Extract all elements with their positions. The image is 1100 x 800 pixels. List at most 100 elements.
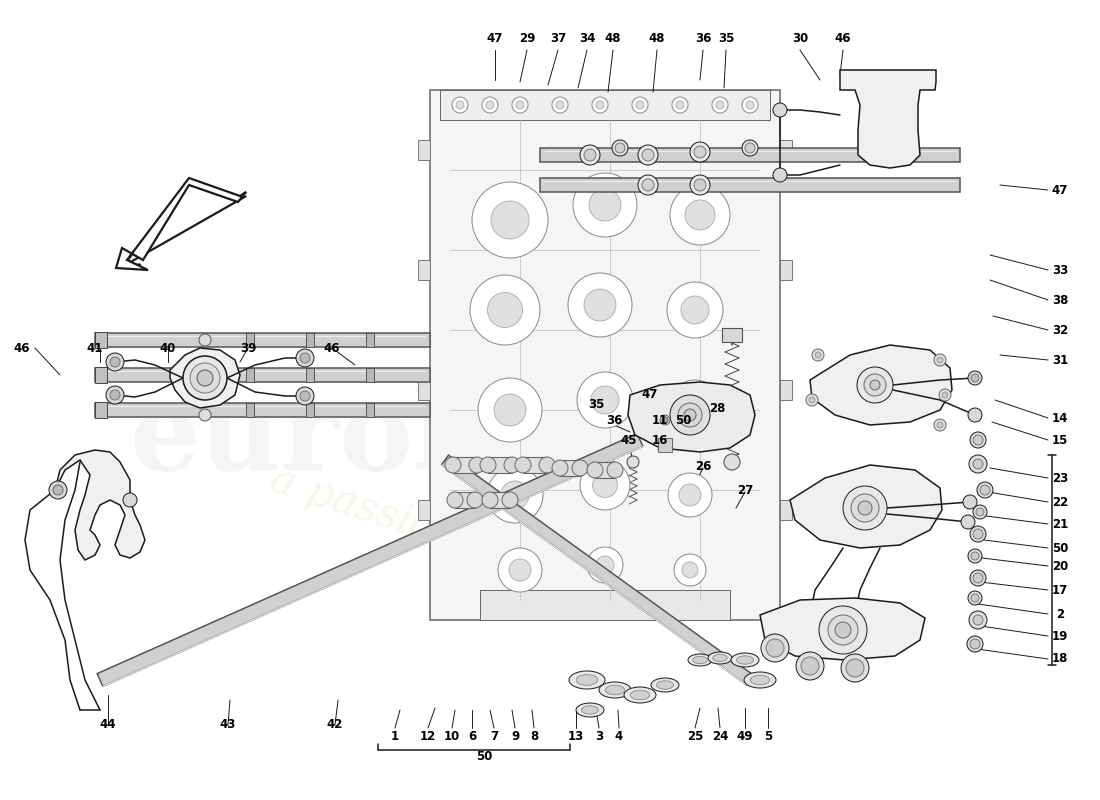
Text: 36: 36: [606, 414, 623, 426]
Circle shape: [573, 173, 637, 237]
Text: 34: 34: [579, 31, 595, 45]
Circle shape: [638, 145, 658, 165]
Text: 8: 8: [530, 730, 538, 742]
Text: 9: 9: [510, 730, 519, 742]
Circle shape: [662, 417, 668, 423]
Text: 18: 18: [1052, 653, 1068, 666]
Text: 40: 40: [160, 342, 176, 354]
Circle shape: [452, 97, 468, 113]
Text: 25: 25: [686, 730, 703, 742]
Circle shape: [498, 548, 542, 592]
Circle shape: [974, 573, 983, 583]
Ellipse shape: [744, 672, 775, 688]
Circle shape: [761, 634, 789, 662]
Circle shape: [969, 455, 987, 473]
Circle shape: [674, 554, 706, 586]
Circle shape: [667, 282, 723, 338]
Circle shape: [123, 493, 138, 507]
Polygon shape: [722, 328, 742, 342]
Bar: [306, 368, 313, 382]
Ellipse shape: [750, 675, 770, 685]
Text: 44: 44: [100, 718, 117, 731]
Circle shape: [197, 370, 213, 386]
Circle shape: [487, 467, 543, 523]
Polygon shape: [840, 70, 936, 168]
Circle shape: [808, 397, 815, 403]
Circle shape: [572, 460, 588, 476]
Polygon shape: [628, 382, 755, 452]
Text: parts: parts: [531, 533, 649, 607]
Ellipse shape: [708, 652, 732, 664]
Circle shape: [681, 296, 710, 324]
Circle shape: [672, 97, 688, 113]
Circle shape: [843, 486, 887, 530]
Circle shape: [110, 390, 120, 400]
Circle shape: [587, 462, 603, 478]
Polygon shape: [780, 500, 792, 520]
Bar: [246, 368, 254, 382]
Circle shape: [684, 409, 696, 421]
Polygon shape: [490, 492, 510, 508]
Circle shape: [857, 367, 893, 403]
Circle shape: [971, 594, 979, 602]
Ellipse shape: [713, 654, 727, 662]
Text: 29: 29: [519, 31, 536, 45]
Text: 39: 39: [240, 342, 256, 354]
Text: 11: 11: [652, 414, 668, 426]
Circle shape: [480, 457, 496, 473]
Circle shape: [942, 392, 948, 398]
Polygon shape: [418, 380, 430, 400]
Circle shape: [846, 659, 864, 677]
Polygon shape: [760, 598, 925, 660]
Polygon shape: [116, 178, 246, 270]
Circle shape: [516, 101, 524, 109]
Polygon shape: [441, 455, 754, 685]
Circle shape: [716, 101, 724, 109]
Text: 37: 37: [550, 31, 566, 45]
Text: 50: 50: [1052, 542, 1068, 554]
Circle shape: [828, 615, 858, 645]
Bar: [306, 403, 313, 417]
Circle shape: [961, 515, 975, 529]
Circle shape: [587, 547, 623, 583]
Circle shape: [106, 353, 124, 371]
Circle shape: [971, 374, 979, 382]
Text: 24: 24: [712, 730, 728, 742]
Polygon shape: [97, 434, 642, 686]
Text: 15: 15: [1052, 434, 1068, 446]
Circle shape: [660, 415, 670, 425]
Text: 31: 31: [1052, 354, 1068, 366]
Circle shape: [842, 654, 869, 682]
Polygon shape: [95, 403, 430, 417]
Bar: [366, 403, 374, 417]
Circle shape: [500, 481, 529, 509]
Circle shape: [636, 101, 644, 109]
Circle shape: [502, 492, 518, 508]
Text: 5: 5: [763, 730, 772, 742]
Text: 48: 48: [605, 31, 621, 45]
Circle shape: [469, 457, 485, 473]
Circle shape: [974, 459, 983, 469]
Circle shape: [812, 349, 824, 361]
Circle shape: [509, 559, 531, 581]
Text: 7: 7: [490, 730, 498, 742]
Polygon shape: [455, 492, 475, 508]
Text: a passion for: a passion for: [265, 458, 536, 582]
Text: 41: 41: [87, 342, 103, 354]
Circle shape: [470, 275, 540, 345]
Circle shape: [447, 492, 463, 508]
Text: 19: 19: [1052, 630, 1068, 642]
Circle shape: [615, 143, 625, 153]
Text: 4: 4: [615, 730, 623, 742]
Circle shape: [504, 457, 520, 473]
Circle shape: [668, 473, 712, 517]
Circle shape: [682, 393, 707, 418]
Circle shape: [690, 175, 710, 195]
Circle shape: [969, 611, 987, 629]
Polygon shape: [540, 148, 960, 162]
Circle shape: [670, 395, 710, 435]
Circle shape: [970, 570, 986, 586]
Text: 17: 17: [1052, 583, 1068, 597]
Polygon shape: [95, 333, 430, 347]
Circle shape: [773, 168, 786, 182]
